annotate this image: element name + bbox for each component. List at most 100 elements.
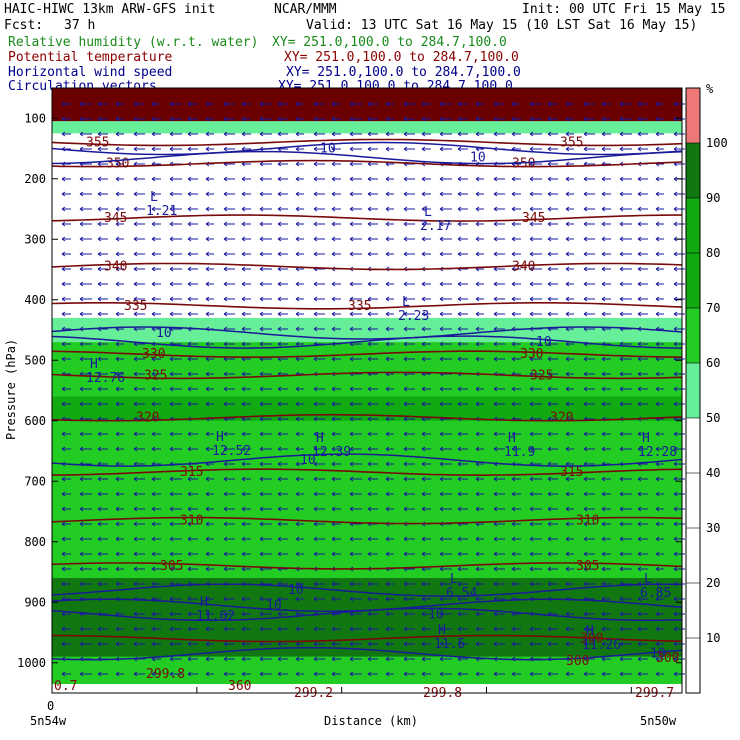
wind-vector-head-270 — [511, 206, 516, 212]
wind-vector-head-518 — [565, 311, 570, 317]
wind-vector-head-731 — [619, 401, 624, 407]
wind-vector-head-1141 — [439, 581, 444, 587]
wind-vector-head-577 — [367, 341, 372, 347]
wind-vector-head-267 — [457, 206, 462, 212]
wind-vector-head-197 — [457, 176, 462, 182]
wind-vector-head-823 — [385, 446, 390, 452]
wind-vector-head-1109 — [493, 566, 498, 572]
wind-vector-head-989 — [223, 521, 228, 527]
wind-vector-head-1309 — [313, 656, 318, 662]
wind-vector-head-17 — [367, 101, 372, 107]
wind-vector-head-1113 — [565, 566, 570, 572]
theta-label-325: 325 — [144, 368, 167, 383]
wind-vector-head-594 — [673, 341, 678, 347]
wind-vector-head-1341 — [259, 671, 264, 677]
wind-vector-head-749 — [313, 416, 318, 422]
wind-vector-head-1244 — [403, 626, 408, 632]
wind-vector-head-55 — [421, 116, 426, 122]
theta-label-350-b: 350 — [512, 157, 535, 172]
wind-vector-head-1302 — [187, 656, 192, 662]
wind-vector-head-414 — [583, 266, 588, 272]
wind-vector-head-306 — [529, 221, 534, 227]
wind-vector-head-659 — [583, 371, 588, 377]
wind-vector-head-1252 — [547, 626, 552, 632]
wind-vector-head-1144 — [493, 581, 498, 587]
wind-vector-head-101 — [619, 131, 624, 137]
wind-vector-head-1133 — [295, 581, 300, 587]
wind-vector-head-283 — [115, 221, 120, 227]
wind-vector-head-298 — [385, 221, 390, 227]
theta-label-345: 345 — [104, 211, 127, 226]
wind-vector-head-1221 — [619, 611, 624, 617]
wind-vector-head-395 — [241, 266, 246, 272]
colorbar-label-80: 80 — [706, 246, 720, 260]
wind-vector-head-1163 — [205, 596, 210, 602]
wind-vector-head-927 — [367, 491, 372, 497]
wind-vector-head-207 — [637, 176, 642, 182]
wind-vector-head-268 — [475, 206, 480, 212]
wind-vector-head-704 — [133, 401, 138, 407]
wind-vector-head-512 — [457, 311, 462, 317]
wind-vector-head-955 — [241, 506, 246, 512]
wind-vector-head-506 — [349, 311, 354, 317]
wind-vector-head-959 — [313, 506, 318, 512]
wind-vector-head-1359 — [583, 671, 588, 677]
wind-vector-head-1269 — [223, 641, 228, 647]
wind-vector-head-674 — [223, 386, 228, 392]
wind-vector-head-1166 — [259, 596, 264, 602]
wind-vector-head-340 — [511, 236, 516, 242]
wind-vector-head-204 — [583, 176, 588, 182]
wind-vector-head-1173 — [385, 596, 390, 602]
wind-vector-head-295 — [331, 221, 336, 227]
wind-vector-head-273 — [565, 206, 570, 212]
wind-vector-head-617 — [457, 356, 462, 362]
wind-vector-head-1175 — [421, 596, 426, 602]
wind-vector-head-511 — [439, 311, 444, 317]
wind-vector-head-413 — [565, 266, 570, 272]
wind-vector-head-520 — [601, 311, 606, 317]
wind-vector-head-0 — [61, 101, 66, 107]
wind-vector-head-296 — [349, 221, 354, 227]
field-theta-name: Potential temperature — [8, 50, 173, 65]
wind-vector-head-1145 — [511, 581, 516, 587]
wind-vector-head-309 — [583, 221, 588, 227]
wind-vector-head-822 — [367, 446, 372, 452]
wind-vector-head-79 — [223, 131, 228, 137]
wind-vector-head-1228 — [115, 626, 120, 632]
wind-vector-head-777 — [187, 431, 192, 437]
wind-vector-head-794 — [493, 431, 498, 437]
wind-vector-head-478 — [475, 296, 480, 302]
wind-vector-head-477 — [457, 296, 462, 302]
wind-vector-head-208 — [655, 176, 660, 182]
wind-vector-head-600 — [151, 356, 156, 362]
colorbar-band-6 — [686, 88, 700, 143]
wind-vector-head-935 — [511, 491, 516, 497]
wind-vector-head-1285 — [511, 641, 516, 647]
wind-vector-head-383 — [655, 251, 660, 257]
wind-vector-head-878 — [115, 476, 120, 482]
wind-vector-head-951 — [169, 506, 174, 512]
wind-vector-head-1354 — [493, 671, 498, 677]
wind-vector-head-827 — [457, 446, 462, 452]
wind-vector-head-1052 — [97, 551, 102, 557]
wind-vector-head-778 — [205, 431, 210, 437]
wind-label-2: 10 — [156, 326, 172, 341]
wind-vector-head-427 — [187, 281, 192, 287]
wind-vector-head-466 — [259, 296, 264, 302]
wind-vector-head-453 — [655, 281, 660, 287]
wind-vector-head-154 — [313, 161, 318, 167]
wind-vector-head-774 — [133, 431, 138, 437]
wind-vector-head-110 — [151, 146, 156, 152]
wind-vector-head-676 — [259, 386, 264, 392]
wind-vector-head-80 — [241, 131, 246, 137]
colorbar-frame — [685, 87, 701, 694]
wind-vector-head-1089 — [133, 566, 138, 572]
wind-vector-head-419 — [673, 266, 678, 272]
wind-vector-head-36 — [79, 116, 84, 122]
wind-vector-head-969 — [493, 506, 498, 512]
wind-vector-head-1243 — [385, 626, 390, 632]
wind-vector-head-1289 — [583, 641, 588, 647]
wind-vector-head-253 — [205, 206, 210, 212]
wind-vector-head-422 — [97, 281, 102, 287]
wind-vector-head-832 — [547, 446, 552, 452]
